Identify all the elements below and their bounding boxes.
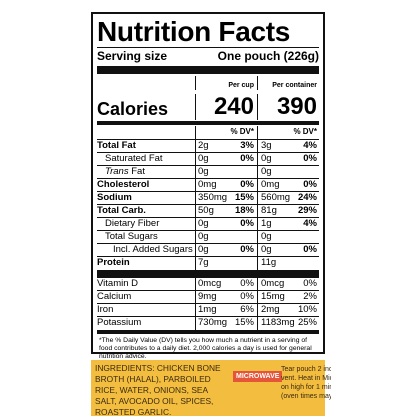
nutrient-row-total-sugars: Total Sugars 0g 0g	[97, 231, 319, 244]
nutrient-row-cholesterol: Cholesterol 0mg 0% 0mg 0%	[97, 179, 319, 192]
nutrient-row-iron: Iron 1mg 6% 2mg 10%	[97, 304, 319, 317]
divider	[97, 47, 319, 48]
daily-value-footnote: *The % Daily Value (DV) tells you how mu…	[99, 337, 312, 360]
nutrient-row-potassium: Potassium 730mg 15% 1183mg 25%	[97, 317, 317, 330]
nutrient-row-trans-fat: Trans Fat 0g 0g	[97, 166, 319, 179]
calories-label: Calories	[97, 99, 169, 119]
column-header-row: Per cup Per container	[97, 76, 319, 90]
per-container-header: Per container	[272, 82, 317, 89]
microwave-badge: MICROWAVE	[233, 371, 283, 382]
per-cup-header: Per cup	[228, 82, 254, 89]
dv-header-cup: % DV*	[230, 127, 254, 136]
serving-size-label: Serving size	[97, 49, 168, 63]
nutrition-title: Nutrition Facts	[97, 16, 291, 47]
nutrient-row-total-carb: Total Carb. 50g 18% 81g 29%	[97, 205, 319, 218]
nutrition-facts-label: Nutrition Facts Serving size One pouch (…	[91, 12, 325, 360]
calories-per-container: 390	[276, 93, 317, 120]
nutrient-row-sodium: Sodium 350mg 15% 560mg 24%	[97, 192, 319, 205]
package-bottom-panel: INGREDIENTS: CHICKEN BONE BROTH (HALAL),…	[91, 360, 331, 416]
nutrient-row-added-sugars: Incl. Added Sugars 0g 0% 0g 0%	[97, 244, 319, 257]
nutrient-row-saturated-fat: Saturated Fat 0g 0% 0g 0%	[97, 153, 319, 166]
serving-size-value: One pouch (226g)	[217, 49, 319, 63]
thick-divider	[97, 66, 319, 74]
calories-row: Calories 240 390	[97, 90, 319, 120]
medium-divider	[97, 330, 319, 334]
microwave-instructions: Tear pouch 2 inch vent. Heat in Micr on …	[281, 366, 331, 400]
nutrient-row-calcium: Calcium 9mg 0% 15mg 2%	[97, 291, 319, 304]
nutrient-row-protein: Protein 7g 11g	[97, 257, 319, 270]
thick-divider	[97, 270, 319, 278]
nutrient-row-total-fat: Total Fat 2g 3% 3g 4%	[97, 140, 319, 153]
ingredients-text: INGREDIENTS: CHICKEN BONE BROTH (HALAL),…	[95, 363, 221, 416]
nutrient-row-dietary-fiber: Dietary Fiber 0g 0% 1g 4%	[97, 218, 319, 231]
medium-divider	[97, 121, 319, 125]
calories-per-cup: 240	[213, 93, 254, 120]
serving-size-row: Serving size One pouch (226g)	[97, 49, 319, 63]
dv-header-container: % DV*	[293, 127, 317, 136]
nutrient-row-vitamin-d: Vitamin D 0mcg 0% 0mcg 0%	[97, 278, 319, 291]
daily-value-header-row: % DV* % DV*	[97, 126, 319, 139]
